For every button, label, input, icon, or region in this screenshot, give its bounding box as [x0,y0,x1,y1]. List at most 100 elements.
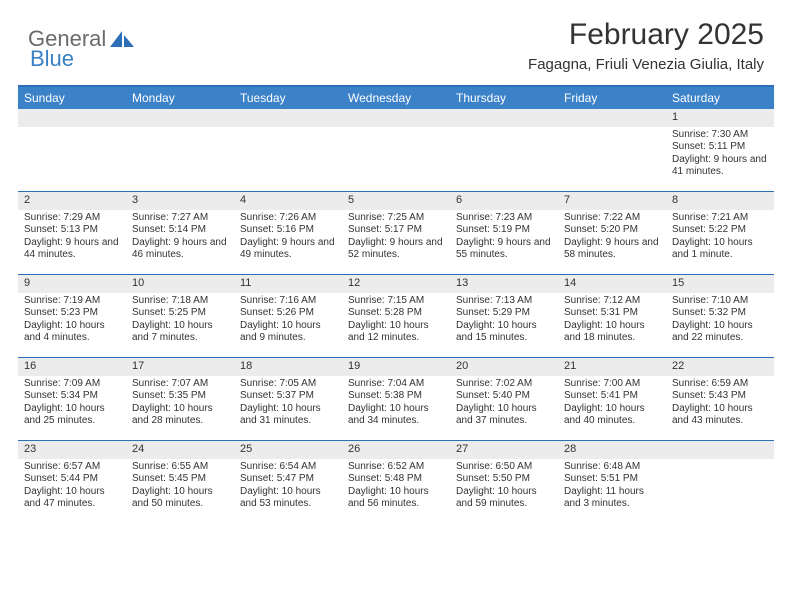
sunset-text: Sunset: 5:37 PM [240,390,336,403]
daylight-text: Daylight: 10 hours and 34 minutes. [348,403,444,428]
day-body: Sunrise: 6:57 AMSunset: 5:44 PMDaylight:… [18,459,126,515]
sunrise-text: Sunrise: 7:00 AM [564,378,660,391]
page-title: February 2025 [528,18,764,52]
day-number: 15 [666,275,774,293]
dow-header-row: SundayMondayTuesdayWednesdayThursdayFrid… [18,87,774,109]
day-cell [234,109,342,191]
day-body: Sunrise: 7:19 AMSunset: 5:23 PMDaylight:… [18,293,126,349]
day-cell [450,109,558,191]
week-row: 9Sunrise: 7:19 AMSunset: 5:23 PMDaylight… [18,274,774,357]
day-number: 17 [126,358,234,376]
day-cell [666,441,774,523]
dow-header-cell: Monday [126,87,234,109]
header: General February 2025 Fagagna, Friuli Ve… [0,0,792,79]
daylight-text: Daylight: 10 hours and 12 minutes. [348,320,444,345]
daylight-text: Daylight: 9 hours and 46 minutes. [132,237,228,262]
day-cell [558,109,666,191]
day-cell: 11Sunrise: 7:16 AMSunset: 5:26 PMDayligh… [234,275,342,357]
daylight-text: Daylight: 11 hours and 3 minutes. [564,486,660,511]
week-row: 2Sunrise: 7:29 AMSunset: 5:13 PMDaylight… [18,191,774,274]
daylight-text: Daylight: 10 hours and 28 minutes. [132,403,228,428]
week-row: 23Sunrise: 6:57 AMSunset: 5:44 PMDayligh… [18,440,774,523]
daylight-text: Daylight: 10 hours and 1 minute. [672,237,768,262]
daylight-text: Daylight: 10 hours and 31 minutes. [240,403,336,428]
sunrise-text: Sunrise: 6:52 AM [348,461,444,474]
day-body: Sunrise: 7:29 AMSunset: 5:13 PMDaylight:… [18,210,126,266]
day-number: 14 [558,275,666,293]
daylight-text: Daylight: 10 hours and 15 minutes. [456,320,552,345]
sunrise-text: Sunrise: 7:16 AM [240,295,336,308]
day-number [18,109,126,127]
daylight-text: Daylight: 10 hours and 56 minutes. [348,486,444,511]
day-cell [18,109,126,191]
day-body: Sunrise: 7:12 AMSunset: 5:31 PMDaylight:… [558,293,666,349]
day-number: 20 [450,358,558,376]
day-cell: 24Sunrise: 6:55 AMSunset: 5:45 PMDayligh… [126,441,234,523]
dow-header-cell: Thursday [450,87,558,109]
daylight-text: Daylight: 10 hours and 9 minutes. [240,320,336,345]
day-cell: 8Sunrise: 7:21 AMSunset: 5:22 PMDaylight… [666,192,774,274]
day-body: Sunrise: 7:16 AMSunset: 5:26 PMDaylight:… [234,293,342,349]
sunset-text: Sunset: 5:45 PM [132,473,228,486]
day-body: Sunrise: 7:21 AMSunset: 5:22 PMDaylight:… [666,210,774,266]
page-subtitle: Fagagna, Friuli Venezia Giulia, Italy [528,56,764,73]
sunrise-text: Sunrise: 7:30 AM [672,129,768,142]
week-row: 16Sunrise: 7:09 AMSunset: 5:34 PMDayligh… [18,357,774,440]
day-number: 11 [234,275,342,293]
day-body [342,127,450,133]
day-body: Sunrise: 6:55 AMSunset: 5:45 PMDaylight:… [126,459,234,515]
day-cell [126,109,234,191]
daylight-text: Daylight: 9 hours and 55 minutes. [456,237,552,262]
day-number: 12 [342,275,450,293]
day-number: 1 [666,109,774,127]
day-body [126,127,234,133]
sunset-text: Sunset: 5:20 PM [564,224,660,237]
sunset-text: Sunset: 5:31 PM [564,307,660,320]
day-number [342,109,450,127]
day-body: Sunrise: 7:18 AMSunset: 5:25 PMDaylight:… [126,293,234,349]
sunrise-text: Sunrise: 7:21 AM [672,212,768,225]
sunset-text: Sunset: 5:17 PM [348,224,444,237]
daylight-text: Daylight: 10 hours and 22 minutes. [672,320,768,345]
day-body: Sunrise: 7:10 AMSunset: 5:32 PMDaylight:… [666,293,774,349]
day-number [558,109,666,127]
day-number: 7 [558,192,666,210]
daylight-text: Daylight: 10 hours and 4 minutes. [24,320,120,345]
dow-header-cell: Tuesday [234,87,342,109]
daylight-text: Daylight: 10 hours and 18 minutes. [564,320,660,345]
day-cell: 12Sunrise: 7:15 AMSunset: 5:28 PMDayligh… [342,275,450,357]
day-number: 24 [126,441,234,459]
sunset-text: Sunset: 5:50 PM [456,473,552,486]
day-body: Sunrise: 6:59 AMSunset: 5:43 PMDaylight:… [666,376,774,432]
day-cell: 20Sunrise: 7:02 AMSunset: 5:40 PMDayligh… [450,358,558,440]
day-number: 23 [18,441,126,459]
sunrise-text: Sunrise: 6:54 AM [240,461,336,474]
day-number: 3 [126,192,234,210]
sunrise-text: Sunrise: 7:15 AM [348,295,444,308]
sunset-text: Sunset: 5:35 PM [132,390,228,403]
day-number: 19 [342,358,450,376]
daylight-text: Daylight: 10 hours and 25 minutes. [24,403,120,428]
sunrise-text: Sunrise: 7:07 AM [132,378,228,391]
sunset-text: Sunset: 5:38 PM [348,390,444,403]
day-cell: 4Sunrise: 7:26 AMSunset: 5:16 PMDaylight… [234,192,342,274]
brand-word2: Blue [30,46,74,72]
day-body: Sunrise: 7:09 AMSunset: 5:34 PMDaylight:… [18,376,126,432]
daylight-text: Daylight: 9 hours and 58 minutes. [564,237,660,262]
daylight-text: Daylight: 10 hours and 59 minutes. [456,486,552,511]
day-number: 16 [18,358,126,376]
day-cell: 2Sunrise: 7:29 AMSunset: 5:13 PMDaylight… [18,192,126,274]
day-number: 28 [558,441,666,459]
day-number: 6 [450,192,558,210]
sunrise-text: Sunrise: 7:04 AM [348,378,444,391]
sunrise-text: Sunrise: 7:18 AM [132,295,228,308]
sunrise-text: Sunrise: 6:59 AM [672,378,768,391]
day-number [126,109,234,127]
day-number: 27 [450,441,558,459]
day-number: 18 [234,358,342,376]
day-body: Sunrise: 7:04 AMSunset: 5:38 PMDaylight:… [342,376,450,432]
day-cell: 14Sunrise: 7:12 AMSunset: 5:31 PMDayligh… [558,275,666,357]
day-body: Sunrise: 6:52 AMSunset: 5:48 PMDaylight:… [342,459,450,515]
daylight-text: Daylight: 10 hours and 37 minutes. [456,403,552,428]
day-number: 2 [18,192,126,210]
